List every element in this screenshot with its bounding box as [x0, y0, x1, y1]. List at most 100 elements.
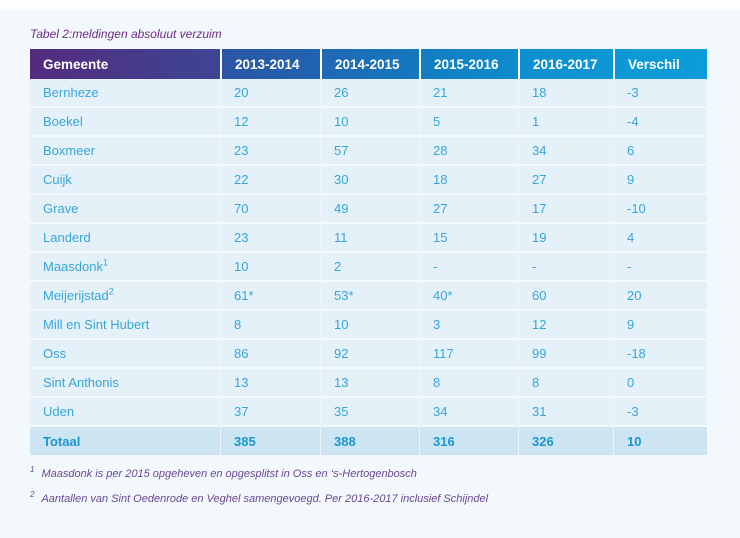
value-cell: 60 — [518, 282, 613, 311]
value-cell: 27 — [419, 195, 518, 224]
column-header-2014-2015: 2014-2015 — [320, 49, 419, 79]
value-cell: 22 — [220, 166, 320, 195]
value-cell: 19 — [518, 224, 613, 253]
table-row: Uden 37 35 34 31 -3 — [30, 398, 707, 427]
column-header-gemeente: Gemeente — [30, 49, 220, 79]
value-cell: 1 — [518, 108, 613, 137]
value-cell: 23 — [220, 137, 320, 166]
value-cell: 12 — [518, 311, 613, 340]
gemeente-cell: Oss — [30, 340, 220, 369]
value-cell: 117 — [419, 340, 518, 369]
value-cell: 31 — [518, 398, 613, 427]
total-value: 385 — [220, 427, 320, 455]
gemeente-name: Bernheze — [43, 85, 99, 100]
gemeente-cell: Mill en Sint Hubert — [30, 311, 220, 340]
value-cell: 99 — [518, 340, 613, 369]
value-cell: 17 — [518, 195, 613, 224]
value-cell: 11 — [320, 224, 419, 253]
gemeente-cell: Sint Anthonis — [30, 369, 220, 398]
column-header-2015-2016: 2015-2016 — [419, 49, 518, 79]
total-value: 388 — [320, 427, 419, 455]
value-cell: 23 — [220, 224, 320, 253]
footnote-2: 2 Aantallen van Sint Oedenrode en Veghel … — [30, 490, 712, 505]
value-cell: 21 — [419, 79, 518, 108]
value-cell: 8 — [220, 311, 320, 340]
value-cell: 6 — [613, 137, 707, 166]
table-row: Boekel 12 10 5 1 -4 — [30, 108, 707, 137]
total-row: Totaal 385 388 316 326 10 — [30, 427, 707, 455]
gemeente-name: Grave — [43, 201, 79, 216]
page-content: Tabel 2:meldingen absoluut verzuim Gemee… — [0, 10, 740, 505]
value-cell: 30 — [320, 166, 419, 195]
table-row: Boxmeer 23 57 28 34 6 — [30, 137, 707, 166]
value-cell: -18 — [613, 340, 707, 369]
value-cell: 57 — [320, 137, 419, 166]
value-cell: 8 — [518, 369, 613, 398]
column-header-verschil: Verschil — [613, 49, 707, 79]
gemeente-name: Sint Anthonis — [43, 375, 119, 390]
table-header: Gemeente 2013-2014 2014-2015 2015-2016 2… — [30, 49, 707, 79]
value-cell: -3 — [613, 398, 707, 427]
gemeente-cell: Uden — [30, 398, 220, 427]
value-cell: 40* — [419, 282, 518, 311]
value-cell: 86 — [220, 340, 320, 369]
value-cell: 20 — [220, 79, 320, 108]
value-cell: 70 — [220, 195, 320, 224]
total-label: Totaal — [30, 427, 220, 455]
gemeente-name: Maasdonk1 — [43, 257, 108, 274]
value-cell: 18 — [419, 166, 518, 195]
footnote-1: 1 Maasdonk is per 2015 opgeheven en opges… — [30, 466, 712, 480]
gemeente-cell: Bernheze — [30, 79, 220, 108]
table-row: Bernheze 20 26 21 18 -3 — [30, 79, 707, 108]
table-row: Grave 70 49 27 17 -10 — [30, 195, 707, 224]
table-row: Cuijk 22 30 18 27 9 — [30, 166, 707, 195]
value-cell: 18 — [518, 79, 613, 108]
gemeente-cell: Boekel — [30, 108, 220, 137]
total-value: 326 — [518, 427, 613, 455]
top-strip — [0, 0, 740, 10]
gemeente-name: Boekel — [43, 114, 83, 129]
table-row: Maasdonk1 10 2 - - - — [30, 253, 707, 282]
value-cell: 3 — [419, 311, 518, 340]
gemeente-name: Landerd — [43, 230, 91, 245]
value-cell: 9 — [613, 311, 707, 340]
gemeente-cell: Maasdonk1 — [30, 253, 220, 282]
value-cell: 4 — [613, 224, 707, 253]
gemeente-cell: Landerd — [30, 224, 220, 253]
gemeente-cell: Boxmeer — [30, 137, 220, 166]
value-cell: 61* — [220, 282, 320, 311]
table-row: Sint Anthonis 13 13 8 8 0 — [30, 369, 707, 398]
table-caption: Tabel 2:meldingen absoluut verzuim — [30, 27, 222, 41]
table-row: Mill en Sint Hubert 8 10 3 12 9 — [30, 311, 707, 340]
footnotes: 1 Maasdonk is per 2015 opgeheven en opges… — [30, 466, 712, 505]
value-cell: - — [419, 253, 518, 282]
gemeente-name: Uden — [43, 404, 75, 419]
value-cell: 53* — [320, 282, 419, 311]
table-row: Meijerijstad2 61* 53* 40* 60 20 — [30, 282, 707, 311]
value-cell: 10 — [320, 311, 419, 340]
value-cell: 35 — [320, 398, 419, 427]
value-cell: 9 — [613, 166, 707, 195]
table-row: Landerd 23 11 15 19 4 — [30, 224, 707, 253]
table-row: Oss 86 92 117 99 -18 — [30, 340, 707, 369]
value-cell: 28 — [419, 137, 518, 166]
value-cell: 5 — [419, 108, 518, 137]
value-cell: - — [518, 253, 613, 282]
value-cell: 2 — [320, 253, 419, 282]
footnote-2-marker: 2 — [30, 490, 35, 500]
value-cell: 20 — [613, 282, 707, 311]
value-cell: 12 — [220, 108, 320, 137]
value-cell: 37 — [220, 398, 320, 427]
value-cell: 13 — [220, 369, 320, 398]
gemeente-name: Meijerijstad2 — [43, 286, 114, 303]
total-value: 10 — [613, 427, 707, 455]
footnote-1-text: Maasdonk is per 2015 opgeheven en opgesp… — [41, 468, 417, 480]
value-cell: 15 — [419, 224, 518, 253]
gemeente-name: Mill en Sint Hubert — [43, 317, 150, 332]
value-cell: 10 — [320, 108, 419, 137]
value-cell: 26 — [320, 79, 419, 108]
value-cell: 34 — [419, 398, 518, 427]
gemeente-cell: Cuijk — [30, 166, 220, 195]
value-cell: 0 — [613, 369, 707, 398]
gemeente-name: Cuijk — [43, 172, 72, 187]
